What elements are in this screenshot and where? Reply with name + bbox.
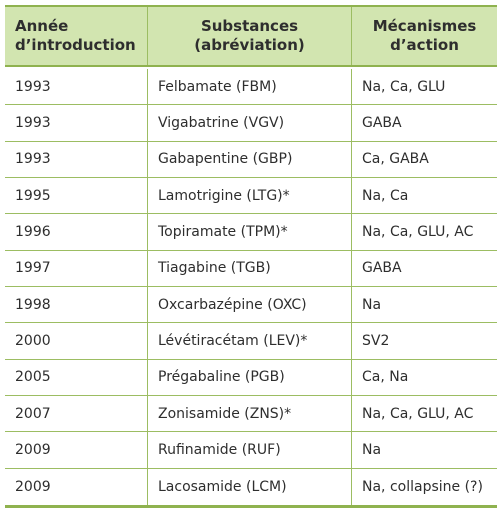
table-cell: 1998	[5, 287, 148, 323]
table-cell: Na, Ca	[362, 187, 409, 204]
header-cell: Mécanismes d’action	[352, 7, 497, 65]
table-cell: Ca, GABA	[362, 151, 429, 168]
table-cell: Lévétiracétam (LEV)*	[148, 323, 352, 359]
table-cell: Na, Ca, GLU, AC	[362, 223, 474, 240]
table-cell: Gabapentine (GBP)	[148, 141, 352, 177]
table-cell: SV2	[362, 332, 390, 349]
table-row: 1993 Gabapentine (GBP) Ca, GABA	[5, 141, 497, 178]
table-cell: 2009	[5, 432, 148, 468]
table-row: 1996 Topiramate (TPM)* Na, Ca, GLU, AC	[5, 214, 497, 251]
table-cell: Na, Ca, GLU, AC	[362, 405, 474, 422]
header-text: d’introduction	[15, 36, 136, 54]
table-row: 2009 Rufinamide (RUF) Na	[5, 432, 497, 469]
table-cell: Oxcarbazépine (OXC)	[148, 287, 352, 323]
table-cell: Tiagabine (TGB)	[148, 250, 352, 286]
table-row: 2000 Lévétiracétam (LEV)* SV2	[5, 323, 497, 360]
table-cell: 1995	[5, 178, 148, 214]
table-cell: 1993	[5, 105, 148, 141]
header-cell: Substances (abréviation)	[148, 7, 352, 65]
header-text: Mécanismes	[372, 17, 477, 35]
table-cell: Lamotrigine (LTG)*	[148, 178, 352, 214]
header-row: Année d’introduction Substances (abrévia…	[5, 7, 497, 67]
table-row: 1997 Tiagabine (TGB) GABA	[5, 250, 497, 287]
header-text: Année	[15, 17, 69, 35]
header-cell: Année d’introduction	[5, 7, 148, 65]
table-row: 1993 Vigabatrine (VGV) GABA	[5, 105, 497, 142]
table-row: 2005 Prégabaline (PGB) Ca, Na	[5, 359, 497, 396]
table-cell: GABA	[362, 114, 402, 131]
table-cell: Vigabatrine (VGV)	[148, 105, 352, 141]
table-cell: 2009	[5, 468, 148, 505]
table-row: 1998 Oxcarbazépine (OXC) Na	[5, 287, 497, 324]
table-cell: Na, Ca, GLU	[362, 78, 446, 95]
table-cell: GABA	[362, 260, 402, 277]
table-cell: 2005	[5, 359, 148, 395]
table-cell: 1993	[5, 69, 148, 105]
table-cell: Na	[362, 441, 382, 458]
table: Année d’introduction Substances (abrévia…	[5, 5, 497, 508]
table-cell: Prégabaline (PGB)	[148, 359, 352, 395]
table-cell: Felbamate (FBM)	[148, 69, 352, 105]
table-cell: Topiramate (TPM)*	[148, 214, 352, 250]
header-text: Substances	[200, 17, 299, 35]
table-cell: 1997	[5, 250, 148, 286]
header-text: d’action	[390, 36, 459, 54]
table-cell: 2000	[5, 323, 148, 359]
table-row: 2009 Lacosamide (LCM) Na, collapsine (?)	[5, 468, 497, 505]
table-row: 1995 Lamotrigine (LTG)* Na, Ca	[5, 178, 497, 215]
table-cell: Zonisamide (ZNS)*	[148, 396, 352, 432]
table-cell: 2007	[5, 396, 148, 432]
table-cell: 1993	[5, 141, 148, 177]
table-row: 2007 Zonisamide (ZNS)* Na, Ca, GLU, AC	[5, 396, 497, 433]
table-cell: 1996	[5, 214, 148, 250]
table-cell: Lacosamide (LCM)	[148, 468, 352, 505]
header-text: (abréviation)	[194, 36, 305, 54]
table-cell: Na, collapsine (?)	[362, 478, 483, 495]
table-cell: Rufinamide (RUF)	[148, 432, 352, 468]
table-cell: Na	[362, 296, 382, 313]
table-row: 1993 Felbamate (FBM) Na, Ca, GLU	[5, 69, 497, 106]
table-cell: Ca, Na	[362, 369, 409, 386]
